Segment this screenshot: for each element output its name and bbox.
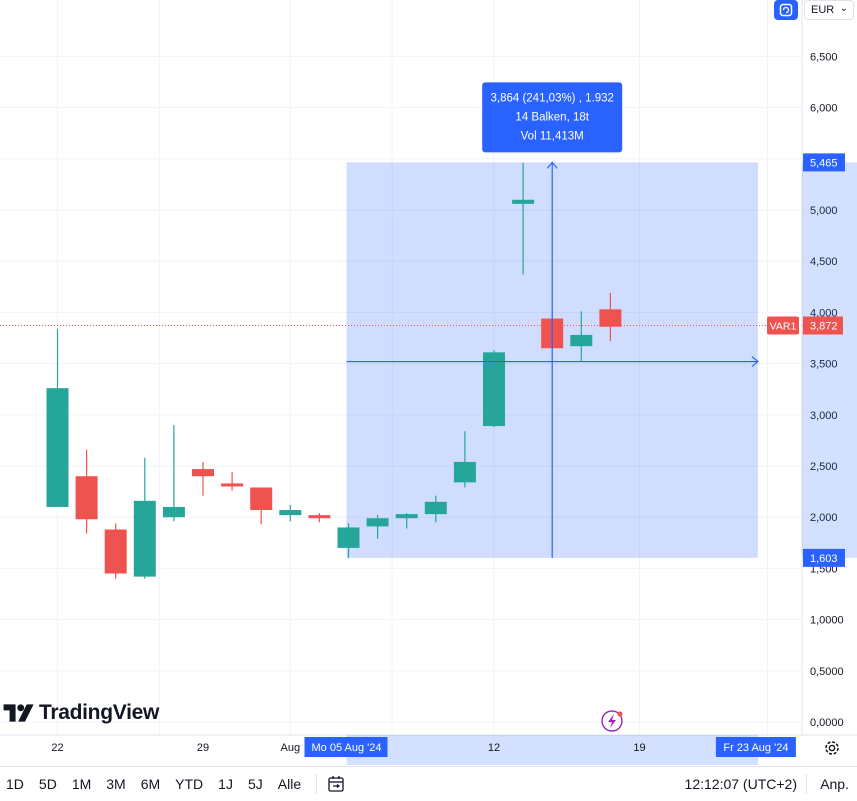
chevron-down-icon: ⌄ bbox=[839, 3, 848, 14]
candle-down bbox=[599, 309, 622, 327]
y-tick-label: 2,500 bbox=[810, 461, 838, 473]
reset-chart-button[interactable] bbox=[774, 0, 798, 20]
timeframe-1m[interactable]: 1M bbox=[71, 776, 92, 792]
svg-text:Mo 05 Aug '24: Mo 05 Aug '24 bbox=[312, 742, 382, 754]
candle-down bbox=[75, 476, 98, 520]
tradingview-logo: TradingView bbox=[2, 701, 159, 725]
svg-text:3,872: 3,872 bbox=[810, 321, 838, 333]
current-price-label: 3,872 bbox=[803, 316, 843, 335]
y-tick-label: 2,000 bbox=[810, 512, 838, 524]
logo-text: TradingView bbox=[39, 701, 160, 724]
timeframe-all[interactable]: Alle bbox=[277, 776, 302, 792]
candle-down bbox=[250, 487, 273, 511]
candle-up bbox=[366, 518, 389, 527]
measure-tooltip-line3: Vol 11,413M bbox=[521, 130, 584, 142]
candle-up bbox=[570, 334, 593, 347]
time-axis-measure-highlight bbox=[346, 735, 758, 765]
svg-text:Fr 23 Aug '24: Fr 23 Aug '24 bbox=[723, 742, 788, 754]
symbol-price-label: VAR1 bbox=[767, 316, 799, 335]
y-tick-label: 6,500 bbox=[810, 51, 838, 63]
price-axis-measure-highlight bbox=[802, 162, 857, 558]
chart-area[interactable]: 3,864 (241,03%) , 1.932 14 Balken, 18t Vol… bbox=[0, 0, 857, 766]
measure-tooltip: 3,864 (241,03%) , 1.932 14 Balken, 18t Vol… bbox=[482, 82, 623, 153]
timeframe-5j[interactable]: 5J bbox=[247, 776, 263, 792]
candle-up bbox=[453, 461, 476, 483]
y-tick-label: 4,500 bbox=[810, 256, 838, 268]
svg-text:VAR1: VAR1 bbox=[770, 321, 797, 333]
x-tick-label: Aug bbox=[281, 742, 301, 754]
time-label-start: Mo 05 Aug '24 bbox=[304, 737, 388, 757]
svg-text:5,465: 5,465 bbox=[810, 157, 838, 169]
calendar-range-icon bbox=[328, 776, 344, 792]
candle-down bbox=[308, 515, 331, 519]
candle-down bbox=[192, 469, 214, 477]
measure-tooltip-line2: 14 Balken, 18t bbox=[515, 111, 589, 123]
y-tick-label: 4,000 bbox=[810, 307, 838, 319]
timeframe-5d[interactable]: 5D bbox=[38, 776, 57, 792]
tradingview-logo-icon bbox=[3, 704, 34, 722]
currency-select[interactable]: EUR ⌄ bbox=[804, 0, 854, 20]
candle-up bbox=[424, 501, 447, 515]
timeframe-3m[interactable]: 3M bbox=[106, 776, 126, 792]
measure-arrow-up bbox=[546, 161, 558, 169]
price-label-high: 5,465 bbox=[803, 153, 845, 172]
y-tick-label: 1,0000 bbox=[810, 615, 844, 627]
lightning-icon bbox=[601, 710, 623, 732]
measure-tooltip-line1: 3,864 (241,03%) , 1.932 bbox=[490, 92, 613, 104]
measure-arrow-right bbox=[751, 356, 759, 368]
date-range-button[interactable] bbox=[327, 774, 347, 794]
toolbar-divider bbox=[316, 774, 318, 794]
reset-icon bbox=[779, 3, 793, 17]
y-tick-label: 5,000 bbox=[810, 205, 838, 217]
candle-up bbox=[395, 514, 418, 519]
y-tick-label: 0,5000 bbox=[810, 666, 844, 678]
candle-up bbox=[46, 388, 69, 507]
candle-down bbox=[221, 483, 244, 487]
x-tick-label: 19 bbox=[633, 742, 645, 754]
candle-up bbox=[512, 199, 535, 204]
timeframe-1j[interactable]: 1J bbox=[218, 776, 233, 792]
candle-up bbox=[162, 506, 185, 518]
svg-text:1,603: 1,603 bbox=[810, 553, 838, 565]
time-label-end: Fr 23 Aug '24 bbox=[715, 737, 796, 757]
price-label-low: 1,603 bbox=[803, 548, 845, 567]
measure-tooltip-box bbox=[482, 82, 623, 153]
x-tick-label: 12 bbox=[488, 742, 500, 754]
candle-up bbox=[133, 500, 156, 577]
timeframe-6m[interactable]: 6M bbox=[140, 776, 161, 792]
toolbar-divider bbox=[806, 774, 807, 794]
currency-label: EUR bbox=[811, 4, 835, 16]
timeframe-1d[interactable]: 1D bbox=[6, 776, 24, 792]
x-tick-label: 22 bbox=[51, 742, 63, 754]
adjust-button[interactable]: Anp. bbox=[820, 776, 849, 792]
x-tick-label: 29 bbox=[197, 742, 209, 754]
candle-up bbox=[279, 510, 302, 516]
y-tick-label: 6,000 bbox=[810, 103, 838, 115]
clock-readout[interactable]: 12:12:07 (UTC+2) bbox=[684, 776, 797, 792]
candle-down bbox=[104, 529, 127, 574]
candle-up bbox=[337, 527, 360, 548]
bottom-toolbar: 1D 5D 1M 3M 6M YTD 1J 5J Alle 12:12:07 (… bbox=[0, 766, 857, 801]
y-tick-label: 3,000 bbox=[810, 410, 838, 422]
y-tick-label: 3,500 bbox=[810, 359, 838, 371]
timeframe-ytd[interactable]: YTD bbox=[175, 776, 204, 792]
y-tick-label: 0,0000 bbox=[810, 717, 844, 729]
settings-gear-icon[interactable] bbox=[822, 738, 842, 758]
candle-up bbox=[483, 352, 505, 427]
